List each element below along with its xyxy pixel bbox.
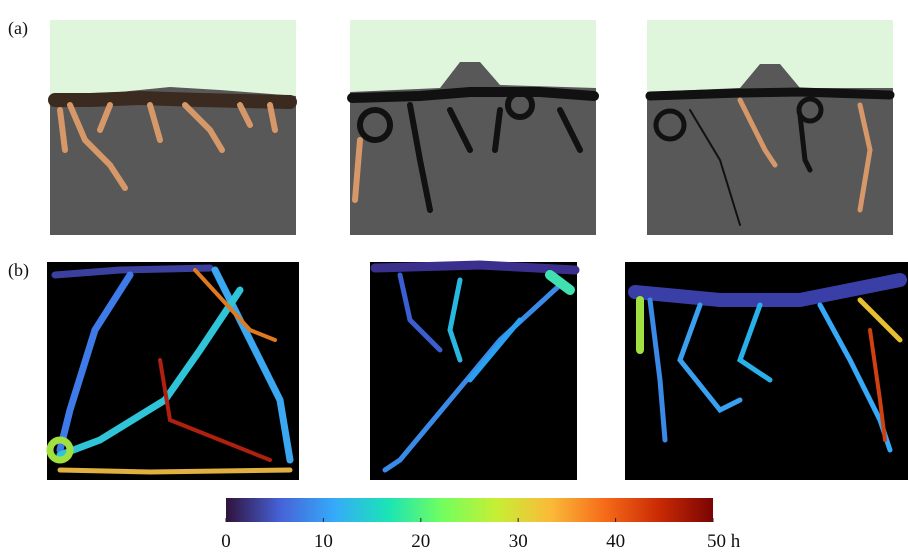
panel-label: (a) — [8, 18, 28, 39]
panel-b-image-2 — [370, 262, 577, 480]
panel-label: (b) — [8, 260, 29, 281]
panel-b-image-3 — [625, 262, 908, 480]
colorbar-tick-label: 30 — [509, 531, 528, 552]
colorbar-tick-label: 20 — [411, 531, 430, 552]
panel-a-image-1 — [50, 20, 296, 235]
figure: (a) (b) — [0, 0, 908, 553]
colorbar-tick-label: 0 — [221, 531, 231, 552]
colorbar — [226, 498, 713, 522]
panel-a-image-2 — [350, 20, 596, 235]
colorbar-tick-label: 40 — [606, 531, 625, 552]
colorbar-tick-label: 10 — [314, 531, 333, 552]
panel-a-image-3 — [647, 20, 893, 235]
panel-b-image-1 — [47, 262, 299, 480]
colorbar-tick-label: 50 h — [707, 531, 741, 552]
